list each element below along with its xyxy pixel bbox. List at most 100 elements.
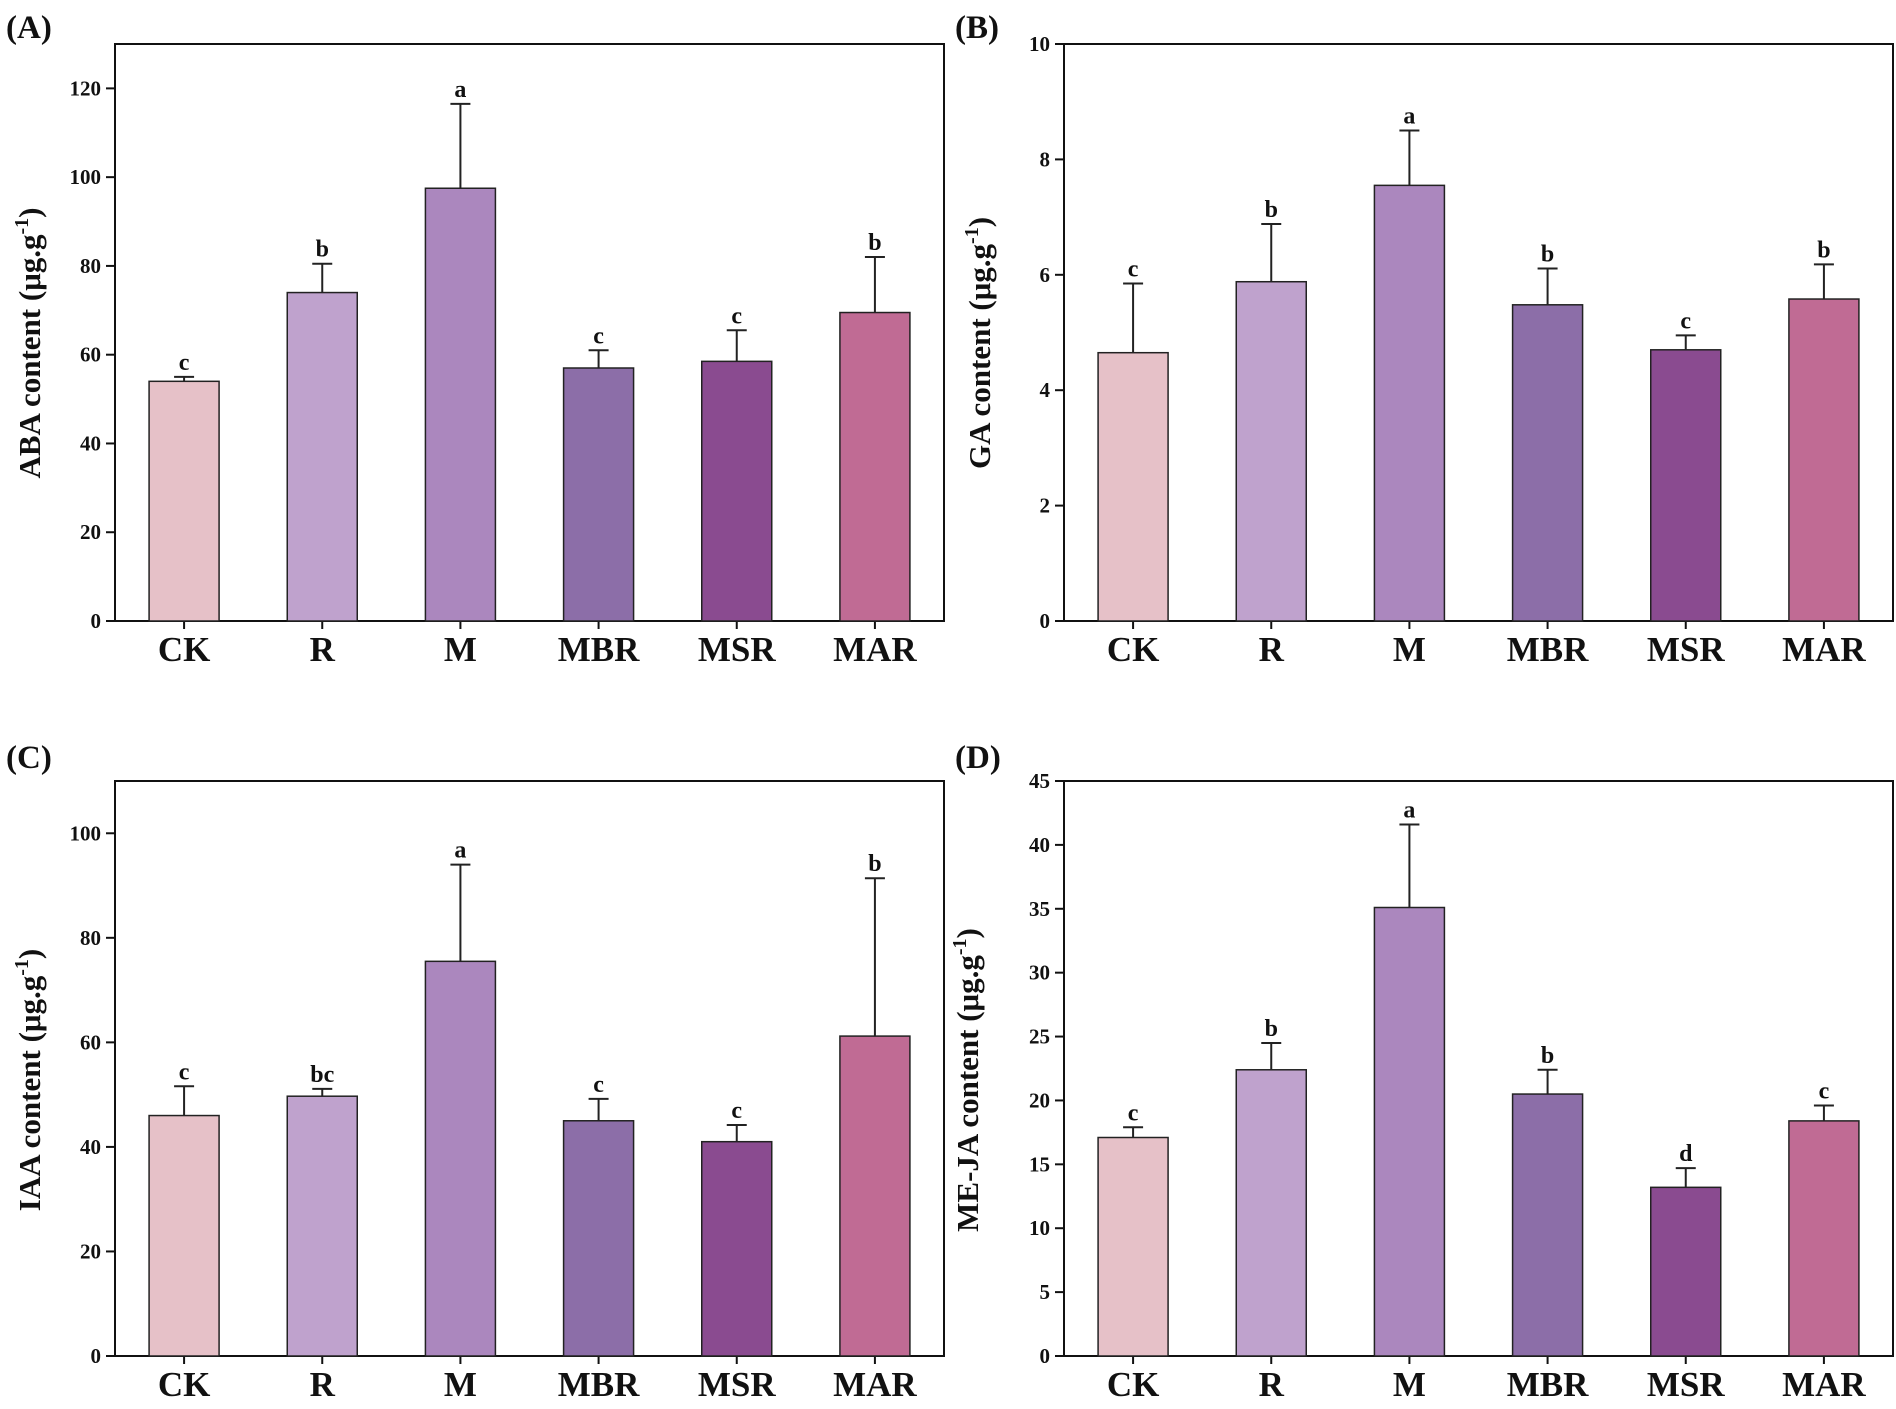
bar-c-msr [701,1140,773,1357]
x-tick-label-a-0: CK [158,630,211,669]
significance-letter-b-5: b [1817,237,1830,263]
panel-d: (D) ME-JA content (μg.g-1) 0 5 10 15 20 25 30 3… [949,740,1894,1404]
y-axis-label-d-main: ME-JA content (μg.g [950,955,985,1232]
significance-letter-c-5: b [868,851,881,877]
bar-b-mar [1788,298,1860,622]
x-tick-label-d-0: CK [1107,1365,1160,1404]
x-tick-label-c-2: M [444,1365,477,1404]
significance-letter-d-3: b [1541,1043,1554,1069]
significance-letter-c-3: c [593,1072,604,1098]
bar-d-m [1373,906,1446,1357]
significance-letter-c-0: c [179,1059,190,1085]
significance-letter-b-1: b [1265,197,1278,223]
bar-d-ck [1097,1136,1169,1357]
y-axis-label-d-sup: -1 [949,938,971,955]
y-tick-label-a-3: 60 [80,343,101,367]
y-tick-label-d-2: 10 [1029,1216,1050,1240]
bar-d-msr [1650,1186,1722,1357]
significance-letter-b-0: c [1128,256,1139,282]
x-tick-label-c-4: MSR [698,1365,777,1404]
y-axis-label-c-close: ) [12,949,47,959]
bar-b-msr [1650,349,1722,622]
plot-frame-d [1063,780,1894,1357]
panel-label-c: (C) [6,740,52,776]
x-tick-label-b-1: R [1259,630,1285,669]
y-tick-label-d-4: 20 [1029,1088,1050,1112]
bar-c-r [286,1095,358,1357]
panel-label-a: (A) [6,10,52,46]
y-tick-label-a-5: 100 [70,165,102,189]
significance-letter-a-4: c [731,303,742,329]
panel-label-b: (B) [955,10,999,46]
bar-c-mbr [562,1120,635,1357]
y-tick-label-b-2: 4 [1040,378,1051,402]
x-tick-label-c-1: R [310,1365,336,1404]
significance-letter-c-4: c [731,1098,742,1124]
significance-letter-b-3: b [1541,241,1554,267]
bar-b-mbr [1511,304,1584,622]
y-axis-label-a-sup: -1 [11,218,33,235]
y-axis-label-d: ME-JA content (μg.g-1) [949,928,985,1232]
y-axis-label-b-main: GA content (μg.g [962,243,997,469]
y-tick-label-c-1: 20 [80,1239,101,1263]
y-tick-label-d-7: 35 [1029,897,1050,921]
x-tick-label-d-2: M [1393,1365,1426,1404]
bar-c-ck [148,1114,220,1357]
bar-d-mbr [1511,1093,1584,1357]
y-tick-label-a-0: 0 [91,609,102,633]
x-tick-label-c-0: CK [158,1365,211,1404]
x-tick-label-a-1: R [310,630,336,669]
y-tick-label-d-5: 25 [1029,1025,1050,1049]
x-tick-label-d-1: R [1259,1365,1285,1404]
bar-a-mar [839,311,911,622]
x-tick-label-c-3: MBR [558,1365,640,1404]
significance-letter-a-1: b [316,237,329,263]
x-tick-label-a-2: M [444,630,477,669]
significance-letter-d-5: c [1819,1079,1830,1105]
bar-d-mar [1788,1120,1860,1357]
y-tick-label-b-5: 10 [1029,32,1050,56]
y-axis-label-d-close: ) [950,928,985,938]
y-tick-label-d-3: 15 [1029,1152,1050,1176]
plot-frame-b [1063,43,1894,622]
y-tick-label-c-0: 0 [91,1344,102,1368]
bar-a-msr [701,360,773,622]
plot-frame-c [114,780,945,1357]
x-tick-label-a-4: MSR [698,630,777,669]
y-tick-label-c-3: 60 [80,1030,101,1054]
y-tick-label-c-5: 100 [70,821,102,845]
x-tick-label-a-3: MBR [558,630,640,669]
panel-a: (A) ABA content (μg.g-1) 0 20 40 60 80 100 120… [6,10,945,669]
bar-c-mar [839,1035,911,1357]
y-tick-label-a-2: 40 [80,431,101,455]
y-axis-label-c-main: IAA content (μg.g [12,975,47,1211]
significance-letter-a-2: a [454,77,466,103]
y-tick-label-d-0: 0 [1040,1344,1051,1368]
y-axis-label-b-sup: -1 [961,227,983,244]
y-tick-label-a-6: 120 [70,76,102,100]
significance-letter-a-5: b [868,230,881,256]
y-tick-label-d-9: 45 [1029,769,1050,793]
y-tick-label-c-4: 80 [80,926,101,950]
y-tick-label-c-2: 40 [80,1135,101,1159]
y-tick-label-d-6: 30 [1029,961,1050,985]
y-axis-label-a: ABA content (μg.g-1) [11,207,47,478]
bar-d-r [1235,1069,1307,1357]
y-axis-label-c: IAA content (μg.g-1) [11,949,47,1211]
y-axis-label-b: GA content (μg.g-1) [961,217,997,469]
bar-b-m [1373,184,1446,622]
x-tick-label-b-5: MAR [1782,630,1866,669]
significance-letter-a-3: c [593,323,604,349]
y-axis-label-a-main: ABA content (μg.g [12,234,47,479]
y-axis-label-c-sup: -1 [11,959,33,976]
significance-letter-d-4: d [1679,1141,1693,1167]
y-axis-label-a-close: ) [12,207,47,217]
y-axis-label-b-close: ) [962,217,997,227]
significance-letter-d-2: a [1403,797,1415,823]
y-tick-label-a-1: 20 [80,520,101,544]
significance-letter-c-2: a [454,838,466,864]
significance-letter-b-4: c [1680,308,1691,334]
panel-c: (C) IAA content (μg.g-1) 0 20 40 60 80 100 c CK… [6,740,945,1404]
significance-letter-d-0: c [1128,1100,1139,1126]
